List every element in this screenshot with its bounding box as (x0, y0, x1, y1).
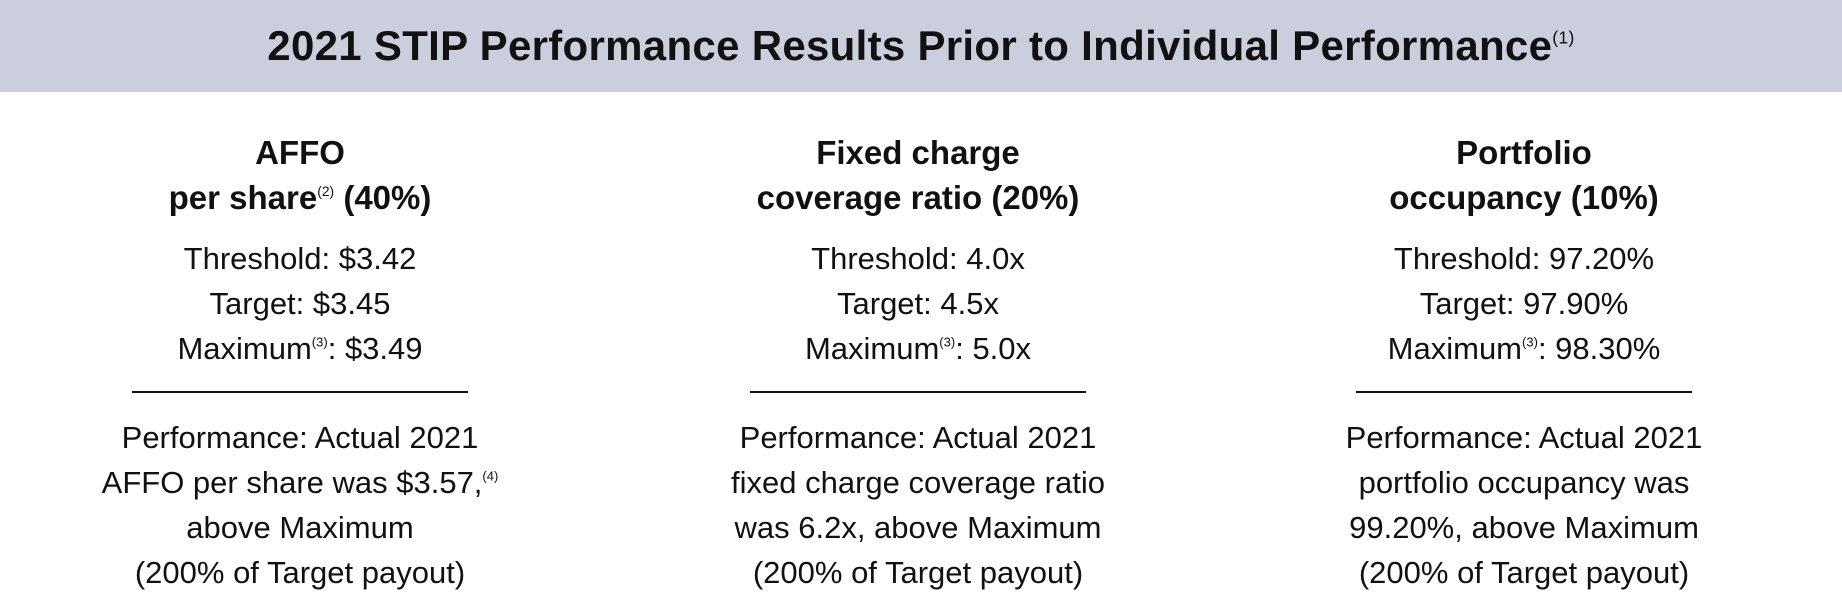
text-line: AFFO (20, 130, 580, 175)
text-line: was 6.2x, above Maximum (638, 505, 1198, 550)
text-line: Target: 4.5x (638, 281, 1198, 326)
text-line: portfolio occupancy was (1244, 460, 1804, 505)
text: Performance: Actual 2021 (121, 420, 479, 455)
text-line: fixed charge coverage ratio (638, 460, 1198, 505)
text-line: Fixed charge (638, 130, 1198, 175)
text-line: coverage ratio (20%) (638, 175, 1198, 220)
text: occupancy (10%) (1389, 179, 1659, 216)
footnote-ref: (3) (311, 334, 328, 350)
text: Threshold: 97.20% (1393, 241, 1655, 276)
text: fixed charge coverage ratio (731, 465, 1105, 500)
text: Maximum (177, 331, 312, 366)
metric-heading: Portfolio occupancy (10%) (1244, 130, 1804, 220)
text: Fixed charge (816, 134, 1020, 171)
metric-performance: Performance: Actual 2021 portfolio occupa… (1244, 415, 1804, 595)
text-line: AFFO per share was $3.57,(4) (20, 460, 580, 505)
text-line: above Maximum (20, 505, 580, 550)
metric-column: AFFO per share(2) (40%) Threshold: $3.42 Ta… (20, 130, 580, 595)
text-line: Performance: Actual 2021 (638, 415, 1198, 460)
text-line: Performance: Actual 2021 (20, 415, 580, 460)
text: was 6.2x, above Maximum (734, 510, 1102, 545)
text-line: Maximum(3): $3.49 (20, 326, 580, 371)
text: Performance: Actual 2021 (1345, 420, 1703, 455)
text: 99.20%, above Maximum (1349, 510, 1699, 545)
text: Portfolio (1456, 134, 1592, 171)
metric-targets: Threshold: 4.0x Target: 4.5x Maximum(3): 5… (638, 236, 1198, 371)
text: : 98.30% (1537, 331, 1661, 366)
text-line: Target: 97.90% (1244, 281, 1804, 326)
text: AFFO per share was $3.57, (101, 465, 483, 500)
text-line: Maximum(3): 5.0x (638, 326, 1198, 371)
text: (200% of Target payout) (134, 555, 466, 590)
text: (200% of Target payout) (1358, 555, 1690, 590)
text: Target: $3.45 (209, 286, 391, 321)
text: (200% of Target payout) (752, 555, 1084, 590)
text-line: Target: $3.45 (20, 281, 580, 326)
text-line: (200% of Target payout) (638, 550, 1198, 595)
text: : $3.49 (327, 331, 423, 366)
metric-heading: AFFO per share(2) (40%) (20, 130, 580, 220)
text-line: 99.20%, above Maximum (1244, 505, 1804, 550)
divider (132, 391, 468, 393)
footnote-ref: (3) (939, 334, 956, 350)
text-line: Maximum(3): 98.30% (1244, 326, 1804, 371)
text: coverage ratio (20%) (756, 179, 1080, 216)
footnote-ref: (2) (317, 182, 335, 199)
text-line: (200% of Target payout) (20, 550, 580, 595)
text: Maximum (1387, 331, 1523, 366)
text: Maximum (804, 331, 940, 366)
metric-performance: Performance: Actual 2021 AFFO per share w… (20, 415, 580, 595)
text: portfolio occupancy was (1358, 465, 1690, 500)
text-line: occupancy (10%) (1244, 175, 1804, 220)
text-line: Threshold: 4.0x (638, 236, 1198, 281)
text: (40%) (334, 179, 432, 216)
divider (750, 391, 1086, 393)
footnote-ref: (3) (1522, 334, 1538, 350)
metric-column: Portfolio occupancy (10%) Threshold: 97.20… (1244, 130, 1804, 595)
metric-targets: Threshold: 97.20% Target: 97.90% Maximum(3… (1244, 236, 1804, 371)
text-line: Performance: Actual 2021 (1244, 415, 1804, 460)
text: per share (168, 179, 318, 216)
title-text: 2021 STIP Performance Results Prior to I… (267, 22, 1553, 69)
metric-heading: Fixed charge coverage ratio (20%) (638, 130, 1198, 220)
text-line: Portfolio (1244, 130, 1804, 175)
metric-targets: Threshold: $3.42 Target: $3.45 Maximum(3):… (20, 236, 580, 371)
divider (1356, 391, 1692, 393)
text: Threshold: 4.0x (811, 241, 1025, 276)
text-line: Threshold: 97.20% (1244, 236, 1804, 281)
footnote-ref: (4) (482, 468, 499, 484)
text: Target: 97.90% (1419, 286, 1629, 321)
header-band: 2021 STIP Performance Results Prior to I… (0, 0, 1842, 92)
text-line: Threshold: $3.42 (20, 236, 580, 281)
text-line: per share(2) (40%) (20, 175, 580, 220)
text: Target: 4.5x (837, 286, 999, 321)
text: Performance: Actual 2021 (739, 420, 1097, 455)
text: Threshold: $3.42 (183, 241, 417, 276)
metric-performance: Performance: Actual 2021 fixed charge cov… (638, 415, 1198, 595)
text: AFFO (255, 134, 345, 171)
title: 2021 STIP Performance Results Prior to I… (267, 22, 1574, 70)
text: : 5.0x (955, 331, 1032, 366)
footnote-ref: (1) (1552, 27, 1575, 48)
metric-column: Fixed charge coverage ratio (20%) Threshol… (638, 130, 1198, 595)
text-line: (200% of Target payout) (1244, 550, 1804, 595)
text: above Maximum (186, 510, 414, 545)
